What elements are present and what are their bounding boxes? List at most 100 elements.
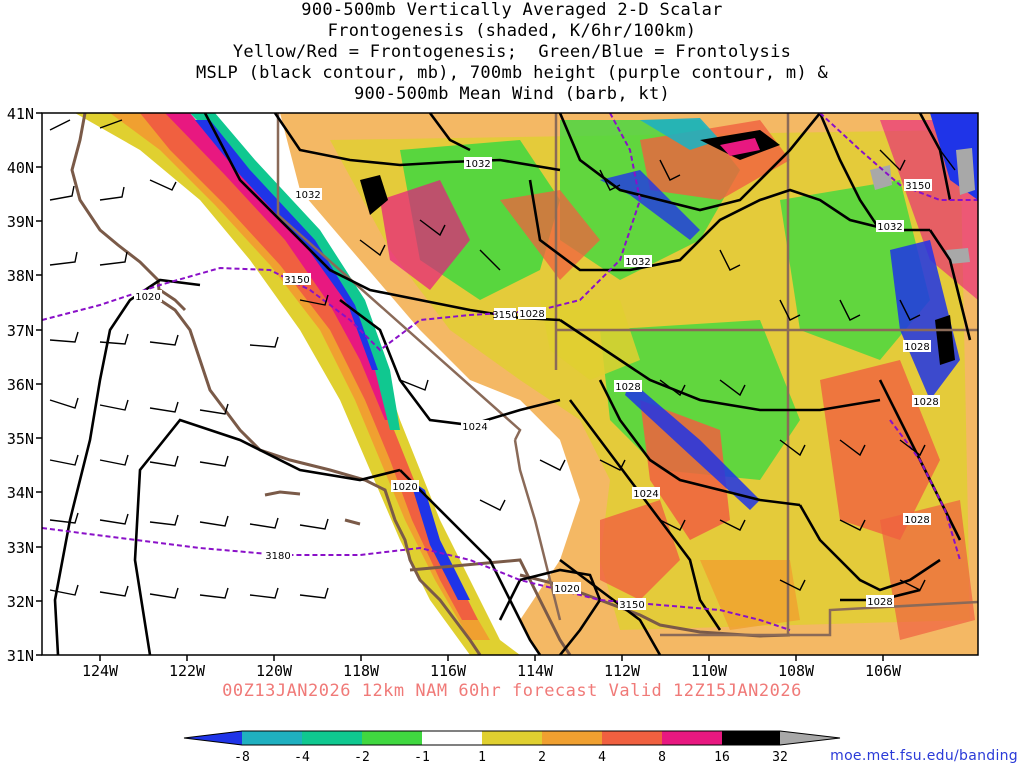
lat-label: 41N xyxy=(7,105,34,123)
colorbar-swatch xyxy=(662,731,722,745)
valid-time-text: 00Z13JAN2026 12km NAM 60hr forecast Vali… xyxy=(222,681,802,701)
wind-barbs xyxy=(49,119,956,599)
lon-label: 112W xyxy=(604,662,641,680)
colorbar-outline xyxy=(183,730,841,746)
colorbar-swatch xyxy=(184,731,242,745)
mslp-label: 1028 xyxy=(518,307,546,320)
colorbar-swatch xyxy=(780,731,840,745)
colorbar-label: -1 xyxy=(414,750,430,765)
colorbar-swatch xyxy=(722,731,780,745)
mslp-label: 1028 xyxy=(903,513,931,526)
lat-ticks xyxy=(36,112,42,656)
lat-label: 40N xyxy=(7,159,34,177)
height-label-text: 3150 xyxy=(284,275,309,286)
mslp-label: 1024 xyxy=(632,487,660,500)
lon-label: 124W xyxy=(82,662,119,680)
lon-label: 118W xyxy=(343,662,380,680)
title-line-5: 900-500mb Mean Wind (barb, kt) xyxy=(353,84,671,104)
height-label: 3150 xyxy=(904,179,932,192)
lon-label: 108W xyxy=(778,662,815,680)
mslp-label-text: 1028 xyxy=(904,342,929,353)
lat-label: 34N xyxy=(7,484,34,502)
mslp-label: 1032 xyxy=(876,220,904,233)
mslp-label-text: 1020 xyxy=(135,292,160,303)
lon-label: 114W xyxy=(517,662,554,680)
lon-label: 116W xyxy=(430,662,467,680)
credit-link[interactable]: moe.met.fsu.edu/banding xyxy=(830,748,1018,764)
lat-label: 36N xyxy=(7,376,34,394)
mslp-label: 1028 xyxy=(614,380,642,393)
colorbar-label: 8 xyxy=(658,750,666,765)
lon-label: 120W xyxy=(256,662,293,680)
height-label-text: 3150 xyxy=(905,181,930,192)
state-borders xyxy=(276,113,978,637)
mslp-label: 1032 xyxy=(624,255,652,268)
colorbar-swatch xyxy=(242,731,302,745)
height-label-text: 3180 xyxy=(265,551,290,562)
colorbar-label: -2 xyxy=(354,750,370,765)
mslp-label: 1028 xyxy=(866,595,894,608)
mslp-label: 1032 xyxy=(294,188,322,201)
lat-label: 33N xyxy=(7,539,34,557)
colorbar-swatch xyxy=(362,731,422,745)
colorbar-swatch xyxy=(602,731,662,745)
colorbar: -8 -4 -2 -1 1 2 4 8 16 32 xyxy=(183,730,841,765)
mslp-label-text: 1032 xyxy=(465,159,490,170)
mslp-label-text: 1024 xyxy=(462,422,487,433)
mslp-label: 1020 xyxy=(134,290,162,303)
lon-ticks xyxy=(99,655,884,661)
colorbar-swatch xyxy=(302,731,362,745)
title-line-2: Frontogenesis (shaded, K/6hr/100km) xyxy=(327,21,697,41)
lon-label: 110W xyxy=(691,662,728,680)
mslp-label: 1020 xyxy=(391,480,419,493)
lat-label: 39N xyxy=(7,213,34,231)
height-contours xyxy=(42,113,978,631)
height-label: 3180 xyxy=(264,549,292,562)
lat-label: 31N xyxy=(7,647,34,665)
mslp-label-text: 1020 xyxy=(392,482,417,493)
map-area: 1032 1032 1032 1028 1028 1028 1028 1024 … xyxy=(42,113,978,655)
height-label: 3150 xyxy=(492,308,518,321)
lon-labels: 124W 122W 120W 118W 116W 114W 112W 110W … xyxy=(82,662,902,680)
lat-label: 38N xyxy=(7,267,34,285)
colorbar-swatch xyxy=(422,731,482,745)
contour-labels: 1032 1032 1032 1028 1028 1028 1028 1024 … xyxy=(134,157,940,611)
mslp-label-text: 1032 xyxy=(625,257,650,268)
mslp-label-text: 1028 xyxy=(913,397,938,408)
colorbar-label: 2 xyxy=(538,750,546,765)
colorbar-label: 16 xyxy=(714,750,730,765)
colorbar-swatch xyxy=(482,731,542,745)
mslp-label: 1020 xyxy=(553,582,581,595)
lon-label: 122W xyxy=(169,662,206,680)
height-label: 3150 xyxy=(618,598,646,611)
title-line-1: 900-500mb Vertically Averaged 2-D Scalar xyxy=(301,0,723,20)
colorbar-swatch xyxy=(542,731,602,745)
mslp-label-text: 1024 xyxy=(633,489,658,500)
lat-labels: 41N 40N 39N 38N 37N 36N 35N 34N 33N 32N … xyxy=(7,105,34,665)
mslp-label-text: 1032 xyxy=(877,222,902,233)
title-line-4: MSLP (black contour, mb), 700mb height (… xyxy=(195,63,829,83)
colorbar-labels: -8 -4 -2 -1 1 2 4 8 16 32 xyxy=(234,750,788,765)
mslp-label-text: 1028 xyxy=(615,382,640,393)
colorbar-label: 4 xyxy=(598,750,606,765)
lat-label: 32N xyxy=(7,593,34,611)
height-label-text: 3150 xyxy=(492,310,517,321)
mslp-label: 1032 xyxy=(464,157,492,170)
title-line-3: Yellow/Red = Frontogenesis; Green/Blue =… xyxy=(232,42,792,62)
mslp-label-text: 1032 xyxy=(295,190,320,201)
lon-label: 106W xyxy=(865,662,902,680)
mslp-label-text: 1028 xyxy=(519,309,544,320)
mslp-label-text: 1028 xyxy=(867,597,892,608)
colorbar-label: -8 xyxy=(234,750,250,765)
lat-label: 35N xyxy=(7,430,34,448)
colorbar-label: 32 xyxy=(772,750,788,765)
mslp-label: 1028 xyxy=(903,340,931,353)
mslp-label-text: 1020 xyxy=(554,584,579,595)
lat-label: 37N xyxy=(7,322,34,340)
height-label: 3150 xyxy=(283,273,311,286)
colorbar-label: 1 xyxy=(478,750,486,765)
mslp-label: 1024 xyxy=(461,420,489,433)
colorbar-label: -4 xyxy=(294,750,310,765)
chart-title: 900-500mb Vertically Averaged 2-D Scalar… xyxy=(0,0,1024,105)
